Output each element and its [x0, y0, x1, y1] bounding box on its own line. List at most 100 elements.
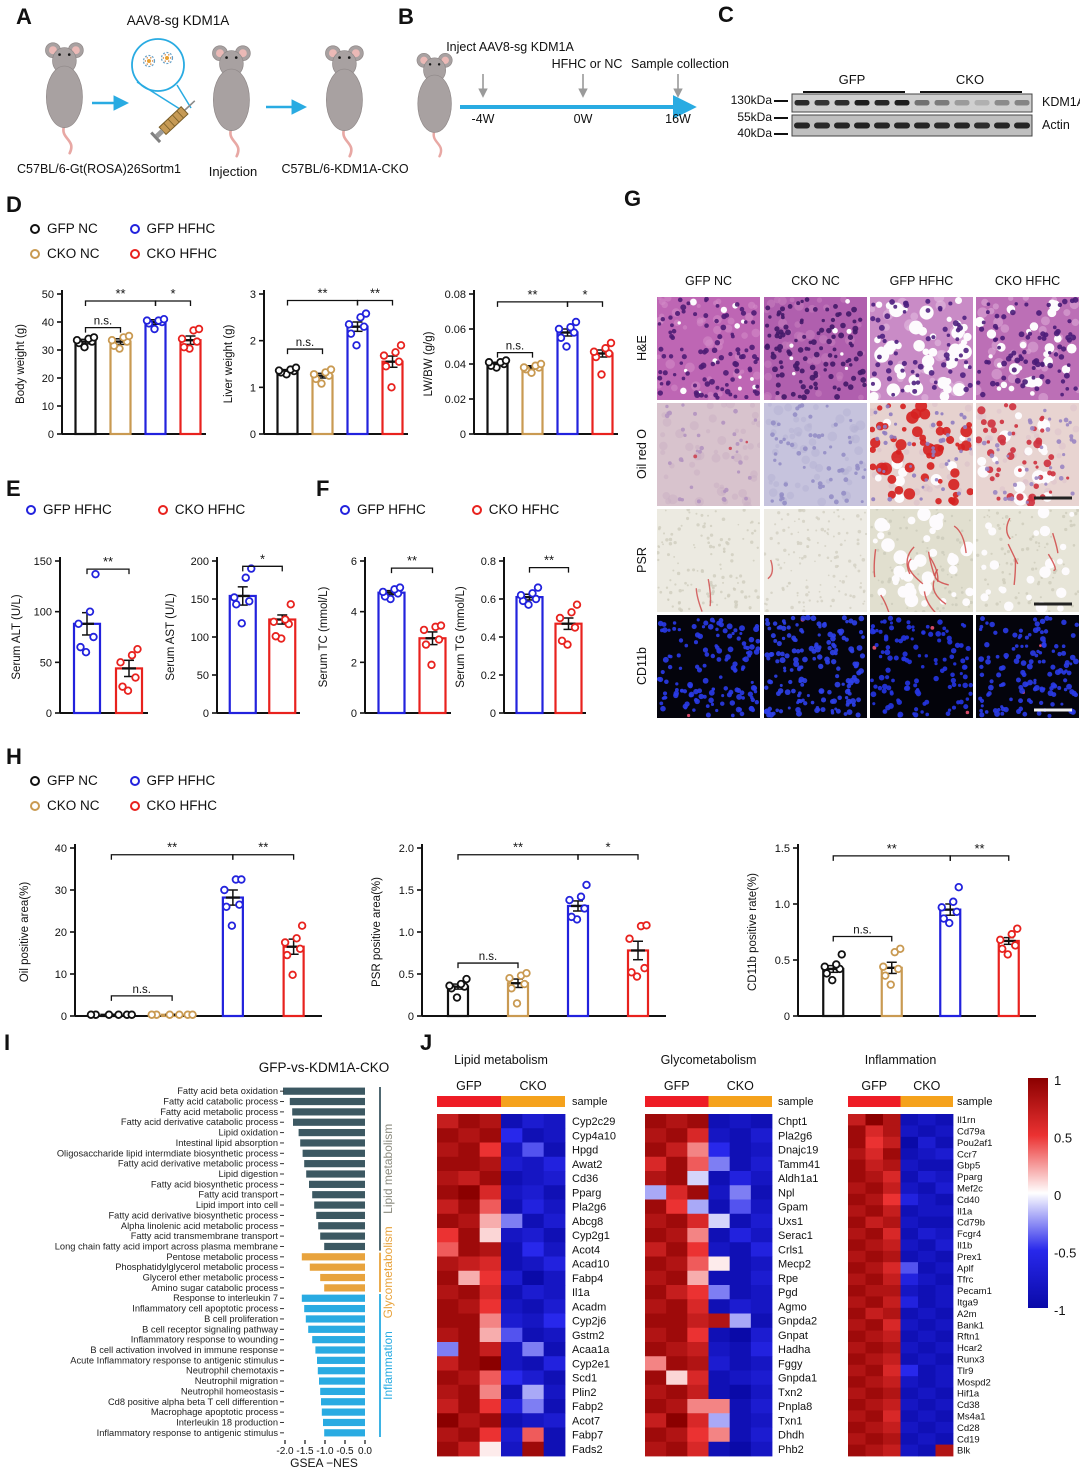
svg-text:0.08: 0.08	[445, 289, 466, 301]
svg-text:Long chain fatty acid import a: Long chain fatty acid import across plas…	[55, 1241, 278, 1251]
svg-text:Intestinal lipid absorption: Intestinal lipid absorption	[176, 1138, 278, 1148]
svg-text:Cd40: Cd40	[957, 1195, 980, 1206]
svg-text:Txn1: Txn1	[778, 1415, 802, 1427]
svg-text:Serum ALT (U/L): Serum ALT (U/L)	[11, 594, 23, 679]
svg-text:100: 100	[191, 632, 209, 644]
legend-label: CKO NC	[47, 798, 100, 813]
svg-text:10: 10	[42, 401, 54, 413]
aav-label: AAV8-sg KDM1A	[126, 13, 230, 28]
svg-text:n.s.: n.s.	[853, 924, 872, 936]
svg-text:**: **	[167, 840, 177, 855]
panel-j-label: J	[420, 1030, 433, 1055]
svg-text:Pparg: Pparg	[572, 1187, 601, 1199]
svg-text:Lipid digestion: Lipid digestion	[219, 1169, 278, 1179]
legend-item: GFP HFHC	[129, 773, 218, 788]
svg-text:-2.0: -2.0	[276, 1446, 294, 1457]
tile-art	[656, 615, 761, 718]
svg-text:Cyp4a10: Cyp4a10	[572, 1130, 616, 1142]
svg-text:*: *	[170, 286, 175, 301]
svg-text:Lipid oxidation: Lipid oxidation	[219, 1128, 278, 1138]
body-weight-chart: 0 10 20 30 40 50 Body weight (g) n.s. ** *	[12, 276, 208, 444]
svg-text:0: 0	[490, 708, 496, 720]
svg-text:2.0: 2.0	[399, 843, 414, 855]
heatmap-glycometabolism: Glycometabolism GFP CKO sample Chpt1 Pla2g6 Dn…	[638, 1048, 852, 1462]
svg-text:Oil positive area(%): Oil positive area(%)	[19, 882, 31, 983]
svg-text:Plin2: Plin2	[572, 1387, 596, 1399]
svg-text:Fatty acid derivative biosynth: Fatty acid derivative biosynthetic proce…	[109, 1210, 279, 1220]
legend-dot-icon	[129, 800, 140, 811]
svg-text:Oligosaccharide lipid intermdi: Oligosaccharide lipid intermdiate biosyn…	[57, 1148, 279, 1158]
svg-text:**: **	[513, 840, 523, 855]
panel-h-legend: GFP NC CKO NC GFP HFHC CKO HFHC	[30, 768, 217, 818]
svg-text:20: 20	[55, 927, 67, 939]
svg-text:sample: sample	[957, 1096, 992, 1108]
svg-text:Inflammatory response to antig: Inflammatory response to antigenic stimu…	[97, 1428, 279, 1438]
histology-row-psr: PSR	[635, 547, 649, 573]
legend-item: CKO HFHC	[157, 502, 245, 517]
svg-text:Fggy: Fggy	[778, 1358, 803, 1370]
svg-text:Txn2: Txn2	[778, 1387, 802, 1399]
legend-item: CKO NC	[30, 798, 100, 813]
svg-text:Phb2: Phb2	[778, 1444, 804, 1456]
svg-text:Glycometabolism: Glycometabolism	[661, 1053, 757, 1067]
svg-text:n.s.: n.s.	[132, 984, 151, 996]
svg-text:Fabp7: Fabp7	[572, 1430, 603, 1442]
panel-d-legend: GFP NC CKO NC GFP HFHC CKO HFHC	[30, 216, 217, 266]
svg-text:Acot7: Acot7	[572, 1415, 600, 1427]
svg-text:Cd38: Cd38	[957, 1400, 980, 1411]
histology-tile	[867, 399, 975, 506]
panel-f-legend: GFP HFHC CKO HFHC	[340, 502, 559, 517]
svg-text:**: **	[115, 286, 125, 301]
histology-tile	[763, 614, 867, 718]
timeline-week--4w: -4W	[471, 112, 495, 126]
gsea-bar-chart: GFP-vs-KDM1A-CKO Fatty acid beta oxidatio…	[0, 1040, 420, 1469]
histology-col-cko-nc: CKO NC	[791, 274, 840, 288]
svg-text:Il1rn: Il1rn	[957, 1115, 975, 1126]
svg-text:Serac1: Serac1	[778, 1230, 813, 1242]
chart-art: 0 0.5 1.0 1.5 CD11b positive rate(%) n.s. ** **	[747, 841, 1036, 1023]
legend-dot-icon	[30, 223, 40, 234]
legend-label: GFP HFHC	[357, 502, 426, 517]
svg-text:Fatty acid transmembrane trans: Fatty acid transmembrane transport	[131, 1231, 279, 1241]
chart-art: 0 1 2 3 Liver weight (g) n.s. ** **	[223, 286, 408, 441]
heatmap-colorbar: 1 0.5 0 -0.5 -1	[1026, 1070, 1080, 1322]
legend-label: GFP HFHC	[146, 773, 216, 788]
svg-text:Chpt1: Chpt1	[778, 1116, 807, 1128]
histology-tile	[654, 294, 762, 404]
panel-e-legend: GFP HFHC CKO HFHC	[26, 502, 245, 517]
blot-group-gfp: GFP	[838, 72, 866, 87]
heatmap-art: Glycometabolism GFP CKO sample Chpt1 Pla2g6 Dn…	[645, 1053, 820, 1457]
histology-tile	[975, 506, 1080, 614]
svg-text:Blk: Blk	[957, 1446, 970, 1457]
svg-text:Neutrophil migration: Neutrophil migration	[195, 1376, 278, 1386]
svg-text:-0.5: -0.5	[1054, 1246, 1076, 1261]
svg-text:0: 0	[250, 429, 256, 441]
svg-text:CKO: CKO	[519, 1079, 546, 1093]
mouse-injection-illustration	[0, 25, 420, 170]
legend-item: CKO HFHC	[471, 502, 559, 517]
svg-text:Scd1: Scd1	[572, 1373, 597, 1385]
svg-text:0: 0	[408, 1011, 414, 1023]
panel-c-label: C	[718, 2, 734, 27]
svg-text:Cyp2c29: Cyp2c29	[572, 1116, 615, 1128]
svg-text:CKO: CKO	[727, 1079, 754, 1093]
serum-alt-chart: 0 50 100 150 Serum ALT (U/L) **	[8, 543, 150, 723]
svg-text:Uxs1: Uxs1	[778, 1216, 803, 1228]
timeline-collect-event: Sample collection	[631, 57, 729, 71]
svg-text:Serum AST (U/L): Serum AST (U/L)	[165, 593, 177, 681]
tile-art	[657, 399, 763, 511]
histology-tile	[656, 507, 760, 612]
svg-text:Phosphatidylglycerol metabolic: Phosphatidylglycerol metabolic process	[115, 1262, 278, 1272]
svg-text:Acot4: Acot4	[572, 1244, 600, 1256]
svg-text:Lipid metabolism: Lipid metabolism	[454, 1053, 548, 1067]
svg-text:Npl: Npl	[778, 1187, 795, 1199]
chart-art: 0 0.2 0.4 0.6 0.8 Serum TG (mmol/L) **	[455, 553, 586, 720]
legend-dot-icon	[340, 504, 350, 515]
svg-text:Fabp2: Fabp2	[572, 1401, 603, 1413]
svg-text:B cell proliferation: B cell proliferation	[204, 1314, 278, 1324]
svg-text:Pou2af1: Pou2af1	[957, 1138, 992, 1149]
svg-text:2: 2	[351, 657, 357, 669]
svg-text:-1: -1	[1054, 1303, 1066, 1318]
